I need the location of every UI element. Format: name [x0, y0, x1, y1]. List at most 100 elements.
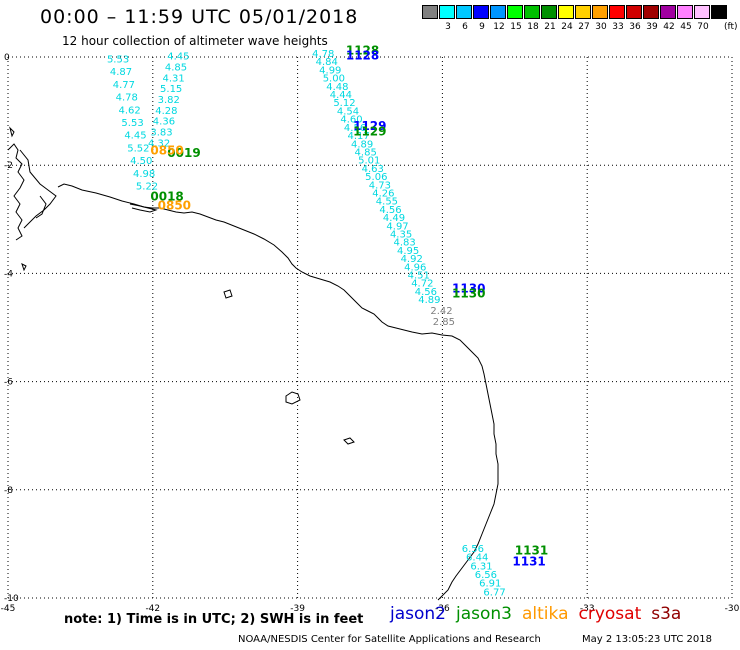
satellite-name: s3a	[651, 604, 682, 624]
legend-label: 45	[680, 22, 692, 32]
wave-height-label: 5.00	[323, 74, 345, 85]
legend-label: 33	[612, 22, 624, 32]
legend-swatch	[626, 5, 642, 19]
legend-label: 6	[462, 22, 468, 32]
wave-height-label: 5.15	[160, 84, 182, 95]
lat-tick-label: -4	[4, 269, 13, 279]
wave-height-label: 6.91	[479, 579, 501, 590]
lat-tick-label: 0	[4, 53, 10, 63]
wave-height-label: 5.53	[121, 118, 143, 129]
lat-tick-label: -8	[4, 486, 13, 496]
wave-height-label: 4.89	[418, 295, 440, 306]
wave-height-label: 5.52	[127, 143, 149, 154]
generated-time: May 2 13:05:23 UTC 2018	[582, 634, 712, 645]
wave-height-label: 4.63	[362, 164, 384, 175]
wave-height-label: 4.32	[148, 138, 170, 149]
wave-height-label: 4.45	[124, 131, 146, 142]
wave-height-label: 2.42	[430, 306, 452, 317]
footer-note: note: 1) Time is in UTC; 2) SWH is in fe…	[64, 612, 364, 627]
wave-height-label: 4.98	[133, 169, 155, 180]
wave-height-label: 4.92	[401, 254, 423, 265]
wave-height-label: 4.60	[340, 115, 362, 126]
legend-label: 70	[697, 22, 709, 32]
legend-label: 12	[493, 22, 505, 32]
wave-height-label: 4.73	[369, 180, 391, 191]
wave-height-label: 4.85	[165, 63, 187, 74]
legend-label: 27	[578, 22, 590, 32]
pass-time-label: 0850	[158, 199, 191, 213]
wave-height-label: 4.83	[393, 238, 415, 249]
legend-label: 36	[629, 22, 641, 32]
wave-height-label: 4.95	[397, 246, 419, 257]
pass-time-label: 1128	[346, 49, 379, 63]
wave-height-label: 4.99	[319, 65, 341, 76]
legend-swatch	[456, 5, 472, 19]
map-title: 00:00 – 11:59 UTC 05/01/2018	[40, 6, 359, 28]
wave-height-label: 5.06	[365, 172, 387, 183]
wave-height-label: 5.12	[333, 98, 355, 109]
wave-height-label: 4.26	[372, 188, 394, 199]
wave-height-label: 4.17	[347, 131, 369, 142]
lon-tick-label: -42	[145, 604, 160, 614]
wave-height-label: 6.56	[462, 544, 484, 555]
legend-swatch	[473, 5, 489, 19]
pass-time-labels: 1128112811291129113011301131113100190850…	[150, 43, 548, 568]
wave-height-label: 4.78	[116, 93, 138, 104]
pass-time-label: 1128	[346, 43, 379, 57]
legend-swatch	[711, 5, 727, 19]
coastline-islands	[7, 126, 355, 445]
legend-swatch	[660, 5, 676, 19]
legend-units: (ft)	[724, 22, 738, 32]
legend-label: 21	[544, 22, 556, 32]
lat-lon-grid	[7, 56, 733, 599]
lat-tick-label: -2	[4, 161, 13, 171]
coastline	[57, 183, 499, 601]
wave-height-label: 3.83	[150, 127, 172, 138]
wave-height-label: 4.45	[167, 52, 189, 63]
wave-height-label: 4.89	[351, 139, 373, 150]
wave-height-label: 2.85	[433, 317, 455, 328]
legend-swatch	[694, 5, 710, 19]
legend-swatch	[524, 5, 540, 19]
wave-height-label: 4.77	[113, 80, 135, 91]
wave-height-label: 4.44	[330, 90, 352, 101]
wave-height-label: 4.36	[153, 117, 175, 128]
legend-label: 30	[595, 22, 607, 32]
legend-swatch	[541, 5, 557, 19]
lon-tick-label: -33	[580, 604, 595, 614]
wave-height-label: 3.82	[158, 95, 180, 106]
legend-swatch	[439, 5, 455, 19]
wave-height-label: 4.35	[390, 230, 412, 241]
wave-height-label: 4.85	[355, 147, 377, 158]
pass-time-label: 1130	[452, 287, 485, 301]
pass-time-label: 1131	[515, 544, 548, 558]
wave-height-label: 4.96	[404, 262, 426, 273]
legend-label: 18	[527, 22, 539, 32]
legend-label: 24	[561, 22, 573, 32]
legend-swatch	[422, 5, 438, 19]
observation-labels: 5.534.874.774.784.625.534.455.524.504.98…	[107, 49, 506, 598]
wave-height-label: 6.44	[466, 553, 488, 564]
pass-time-label: 1131	[512, 555, 545, 569]
wave-height-label: 6.77	[483, 587, 505, 598]
axis-labels: -45 -42 -39 -36 -33 -30 0 -2 -4 -6 -8 -10	[1, 53, 740, 614]
credit-line: NOAA/NESDIS Center for Satellite Applica…	[238, 634, 541, 645]
legend-label: 39	[646, 22, 658, 32]
wave-height-label: 4.55	[376, 197, 398, 208]
wave-height-label: 4.56	[415, 287, 437, 298]
wave-height-label: 4.62	[119, 105, 141, 116]
wave-height-label: 5.01	[358, 156, 380, 167]
wave-height-label: 4.50	[130, 156, 152, 167]
wave-height-label: 4.31	[162, 73, 184, 84]
wave-height-label: 4.51	[408, 271, 430, 282]
pass-time-label: 0018	[150, 189, 183, 203]
legend-swatch	[558, 5, 574, 19]
pass-time-label: 0850	[150, 143, 183, 157]
legend-label: 42	[663, 22, 675, 32]
wave-height-label: 5.22	[136, 182, 158, 193]
legend-swatch	[592, 5, 608, 19]
wave-height-label: 4.54	[337, 106, 359, 117]
satellite-name: jason3	[456, 604, 512, 624]
wave-height-label: 4.87	[110, 67, 132, 78]
wave-height-label: 4.49	[383, 213, 405, 224]
